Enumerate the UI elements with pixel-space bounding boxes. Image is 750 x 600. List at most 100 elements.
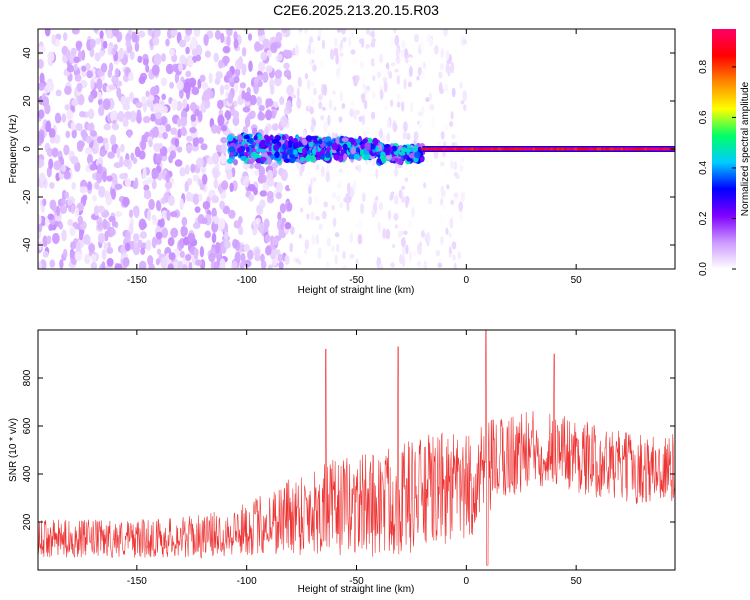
spectrogram-cell xyxy=(306,47,310,54)
spectrogram-cell xyxy=(420,230,425,238)
spectrogram-cell xyxy=(379,53,384,63)
spectrogram-cell xyxy=(111,220,117,227)
spectrogram-cell xyxy=(49,182,55,189)
spectrogram-cell xyxy=(226,158,234,164)
spectrogram-cell xyxy=(364,159,369,166)
spectrogram-cell xyxy=(281,134,286,141)
spectrogram-cell xyxy=(241,90,246,100)
spectrogram-cell xyxy=(213,178,219,189)
spectrogram-cell xyxy=(329,48,335,60)
spectrogram-cell xyxy=(38,59,45,69)
spectrogram-cell xyxy=(264,234,271,243)
spectrogram-cell xyxy=(184,164,190,175)
colorbar: 0.0 0.2 0.4 0.6 0.8 Normalized spectral ampl… xyxy=(698,29,750,276)
spectrogram-cell xyxy=(124,242,131,252)
spectrogram-cell xyxy=(233,31,238,42)
spectrogram-cell xyxy=(88,243,96,253)
spectrogram-y-tick-label: 0 xyxy=(22,146,33,152)
spectrogram-cell xyxy=(170,211,178,218)
spectrogram-cell xyxy=(160,77,168,86)
spectrogram-cell xyxy=(70,104,75,112)
spectrogram-cell xyxy=(323,121,328,133)
spectrogram-cell xyxy=(423,182,427,189)
spectrogram-cell xyxy=(255,148,263,153)
spectrogram-cell xyxy=(307,176,311,185)
spectrogram-cell xyxy=(283,62,290,70)
spectrogram-cell xyxy=(247,33,253,41)
spectrogram-cell xyxy=(265,135,271,144)
spectrogram-cell xyxy=(385,228,391,240)
spectrogram-cell xyxy=(38,109,45,119)
spectrogram-cell xyxy=(280,223,285,230)
colorbar-label: Normalized spectral amplitude xyxy=(740,81,750,216)
spectrogram-cell xyxy=(308,195,312,206)
spectrogram-cell xyxy=(338,187,343,193)
spectrogram-cell xyxy=(430,68,435,75)
spectrogram-cell xyxy=(421,71,425,80)
spectrogram-cell xyxy=(396,74,401,85)
spectrogram-cell xyxy=(104,230,109,242)
spectrogram-cell xyxy=(274,69,283,79)
spectrogram-cell xyxy=(389,194,393,201)
spectrogram-cell xyxy=(123,159,130,168)
spectrogram-cell xyxy=(457,92,461,100)
spectrogram-cell xyxy=(265,65,273,73)
spectrogram-cell xyxy=(376,158,382,163)
snr-plot-area xyxy=(38,330,675,570)
spectrogram-cell xyxy=(281,29,288,34)
spectrogram-cell xyxy=(462,90,468,102)
spectrogram-cell xyxy=(150,86,158,97)
spectrogram-cell xyxy=(114,183,123,190)
spectrogram-cell xyxy=(125,230,131,243)
spectrogram-cell xyxy=(459,164,464,172)
spectrogram-cell xyxy=(145,239,152,251)
spectrogram-cell xyxy=(362,83,366,91)
colorbar-tick-label: 0.8 xyxy=(698,60,709,74)
spectrogram-cell xyxy=(288,180,293,190)
spectrogram-cell xyxy=(360,202,365,215)
spectrogram-cell xyxy=(355,147,360,153)
spectrogram-cell xyxy=(232,110,240,119)
spectrogram-cell xyxy=(296,111,302,124)
spectrogram-cell xyxy=(326,161,330,174)
spectrogram-cell xyxy=(363,150,370,155)
spectrogram-cell xyxy=(153,29,161,38)
spectrogram-cell xyxy=(104,142,110,151)
spectrogram-cell xyxy=(128,71,134,82)
spectrogram-cell xyxy=(258,104,265,112)
spectrogram-cell xyxy=(106,175,113,182)
spectrogram-cell xyxy=(257,112,266,121)
spectrogram-cell xyxy=(395,48,400,60)
spectrogram-cell xyxy=(450,111,454,120)
spectrogram-cell xyxy=(385,62,390,71)
spectrogram-cell xyxy=(255,217,261,225)
spectrogram-cell xyxy=(349,108,354,117)
spectrogram-cell xyxy=(413,144,419,153)
spectrogram-cell xyxy=(97,98,103,106)
spectrogram-cell xyxy=(77,142,84,152)
spectrogram-cell xyxy=(241,47,247,57)
spectrogram-cell xyxy=(336,75,341,84)
spectrogram-cell xyxy=(169,48,175,57)
spectrogram-cell xyxy=(378,263,384,269)
spectrogram-cell xyxy=(279,203,286,214)
spectrogram-cell xyxy=(120,143,125,153)
spectrogram-cell xyxy=(110,226,115,237)
spectrogram-cell xyxy=(258,222,265,234)
spectrogram-cell xyxy=(215,144,221,153)
spectrogram-cell xyxy=(39,132,45,144)
spectrogram-cell xyxy=(401,101,405,112)
spectrogram-cell xyxy=(55,89,62,97)
spectrogram-cell xyxy=(298,233,302,239)
spectrogram-cell xyxy=(254,169,260,176)
spectrogram-cell xyxy=(193,29,201,38)
spectrogram-cell xyxy=(379,128,383,139)
spectrogram-cell xyxy=(247,249,254,261)
spectrogram-cell xyxy=(450,61,455,74)
spectrogram-cell xyxy=(336,243,340,253)
spectrogram-cell xyxy=(185,46,190,55)
spectrogram-cell xyxy=(138,76,146,85)
spectrogram-cell xyxy=(194,206,201,213)
spectrogram-cell xyxy=(304,73,309,80)
spectrogram-cell xyxy=(191,86,200,96)
